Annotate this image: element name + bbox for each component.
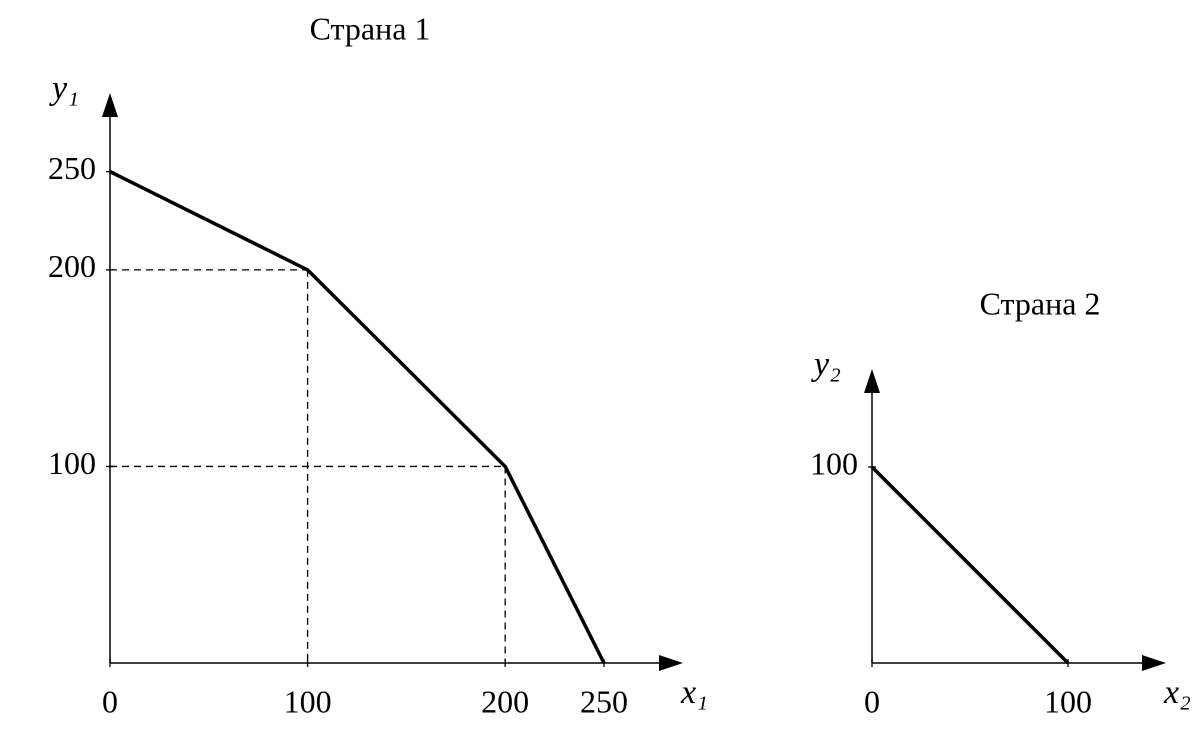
x-axis-arrow: [659, 655, 683, 671]
y-tick-label: 250: [48, 150, 96, 186]
chart-title: Страна 2: [980, 285, 1101, 321]
x-axis-arrow: [1142, 655, 1166, 671]
frontier-line: [109, 170, 606, 664]
y-axis-arrow: [102, 93, 118, 117]
x-axis-label: x₂: [1163, 674, 1191, 711]
x-tick-label: 200: [481, 683, 529, 719]
frontier-line: [870, 465, 1070, 665]
chart-title: Страна 1: [310, 10, 431, 46]
x-tick-label: 100: [284, 683, 332, 719]
y-axis-label: y₁: [49, 70, 79, 107]
y-axis-label: y₂: [811, 346, 841, 383]
x-tick-label: 0: [102, 683, 118, 719]
y-tick-label: 100: [48, 445, 96, 481]
x-tick-label: 100: [1044, 683, 1092, 719]
y-tick-label: 100: [810, 445, 858, 481]
x-tick-label: 250: [580, 683, 628, 719]
x-axis-label: x₁: [680, 674, 708, 711]
y-tick-label: 200: [48, 248, 96, 284]
y-axis-arrow: [864, 369, 880, 393]
x-tick-label: 0: [864, 683, 880, 719]
